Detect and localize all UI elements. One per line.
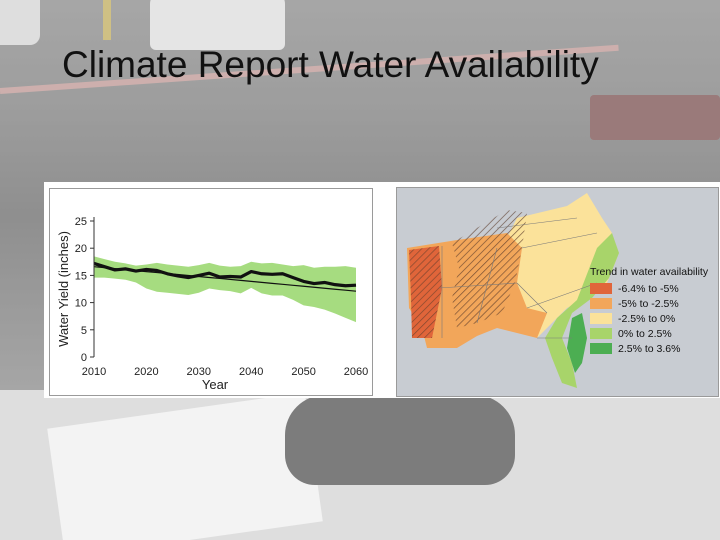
x-tick-label: 2030	[187, 366, 211, 378]
map-legend: Trend in water availability -6.4% to -5%…	[590, 266, 708, 356]
legend-swatch	[590, 328, 612, 339]
projection-line	[93, 261, 357, 288]
legend-swatch	[590, 343, 612, 354]
legend-item: -5% to -2.5%	[590, 296, 708, 311]
x-tick-label: 2050	[291, 366, 315, 378]
legend-label: 0% to 2.5%	[618, 327, 672, 340]
water-availability-map	[396, 187, 719, 397]
y-tick-label: 15	[75, 270, 87, 282]
legend-swatch	[590, 283, 612, 294]
y-tick-label: 5	[81, 325, 87, 337]
legend-item: 0% to 2.5%	[590, 326, 708, 341]
map-hatch-central	[452, 210, 527, 328]
projection-range-band	[94, 256, 356, 323]
x-tick-label: 2020	[134, 366, 158, 378]
legend-swatch	[590, 313, 612, 324]
y-tick-label: 25	[75, 216, 87, 228]
x-tick-label: 2010	[82, 366, 106, 378]
map-region-dark-green	[567, 313, 587, 373]
x-tick-label: 2040	[239, 366, 263, 378]
legend-label: -5% to -2.5%	[618, 297, 679, 310]
legend-label: -6.4% to -5%	[618, 282, 679, 295]
x-tick-label: 2060	[344, 366, 368, 378]
legend-title: Trend in water availability	[590, 266, 709, 278]
y-tick-label: 20	[75, 243, 87, 255]
y-axis-label: Water Yield (inches)	[56, 231, 71, 347]
legend-label: 2.5% to 3.6%	[618, 342, 681, 355]
legend-item: -2.5% to 0%	[590, 311, 708, 326]
legend-label: -2.5% to 0%	[618, 312, 676, 325]
slide-title: Climate Report Water Availability	[62, 44, 599, 85]
map-state-borders	[438, 217, 598, 339]
water-yield-chart-svg: 0 5 10 15 20 25 2010 2020 2030 2040 2050 2060 Year Wa…	[56, 216, 368, 392]
legend-item: -6.4% to -5%	[590, 281, 708, 296]
legend-swatch	[590, 298, 612, 309]
x-axis-label: Year	[202, 377, 229, 392]
water-yield-chart: 0 5 10 15 20 25 2010 2020 2030 2040 2050 2060 Year Wa…	[49, 188, 373, 396]
legend-item: 2.5% to 3.6%	[590, 341, 708, 356]
y-tick-label: 10	[75, 298, 87, 310]
y-tick-label: 0	[81, 352, 87, 364]
southeast-us-map	[407, 193, 619, 388]
map-hatch-west	[409, 246, 442, 338]
map-region-green	[545, 233, 619, 388]
